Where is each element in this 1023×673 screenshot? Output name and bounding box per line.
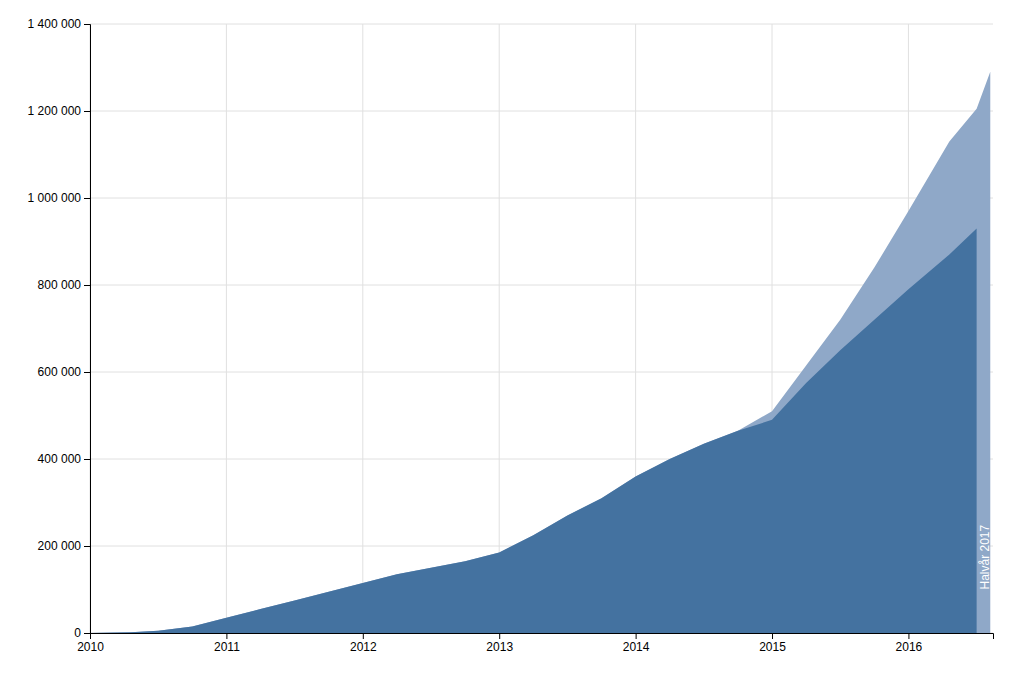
y-tick-label: 200 000 xyxy=(38,539,82,553)
y-tick-mark xyxy=(84,546,90,547)
x-tick-label: 2016 xyxy=(896,640,923,654)
annotation: Halvår 2017 xyxy=(978,524,992,589)
x-tick-label: 2010 xyxy=(77,640,104,654)
grid-line xyxy=(90,111,993,112)
x-tick-mark xyxy=(908,633,909,639)
plot: 2010 2011 2012 2013 2014 2015 2016 0 200 000 400 … xyxy=(28,17,994,653)
y-tick-mark xyxy=(84,24,90,25)
x-tick-mark xyxy=(499,633,500,639)
x-tick-mark xyxy=(226,633,227,639)
x-axis: 2010 2011 2012 2013 2014 2015 2016 xyxy=(77,633,993,654)
annotations: Halvår 2017 xyxy=(978,524,992,589)
chart: 2010 2011 2012 2013 2014 2015 2016 0 200 000 400 … xyxy=(0,0,1023,673)
x-tick: 2014 xyxy=(623,633,650,654)
x-tick-label: 2013 xyxy=(486,640,513,654)
x-tick-label: 2012 xyxy=(350,640,377,654)
x-tick: 2011 xyxy=(214,633,240,654)
y-tick: 0 xyxy=(74,626,90,640)
grid-line xyxy=(226,24,227,633)
y-tick-label: 1 200 000 xyxy=(28,104,82,118)
y-tick-mark xyxy=(84,111,90,112)
y-tick: 800 000 xyxy=(38,278,90,292)
y-tick-mark xyxy=(84,459,90,460)
x-tick-label: 2014 xyxy=(623,640,650,654)
y-tick-label: 600 000 xyxy=(38,365,82,379)
y-tick-mark xyxy=(84,372,90,373)
grid-line xyxy=(90,198,993,199)
x-axis-line xyxy=(91,634,994,640)
y-tick: 600 000 xyxy=(38,365,90,379)
x-tick: 2010 xyxy=(77,633,104,654)
x-tick: 2013 xyxy=(486,633,513,654)
y-tick: 1 400 000 xyxy=(28,17,90,31)
y-tick-mark xyxy=(84,633,90,634)
x-tick-mark xyxy=(636,633,637,639)
y-tick: 1 000 000 xyxy=(28,191,90,205)
x-tick-label: 2011 xyxy=(214,640,240,654)
x-tick: 2012 xyxy=(350,633,377,654)
x-tick: 2015 xyxy=(759,633,786,654)
grid-line xyxy=(499,24,500,633)
y-tick-label: 1 000 000 xyxy=(28,191,82,205)
grid xyxy=(90,24,993,633)
y-tick-mark xyxy=(84,198,90,199)
x-tick: 2016 xyxy=(896,633,923,654)
grid-line xyxy=(90,285,993,286)
x-tick-label: 2015 xyxy=(759,640,786,654)
area xyxy=(90,72,990,633)
grid-line xyxy=(90,24,993,25)
y-tick-label: 800 000 xyxy=(38,278,82,292)
area xyxy=(90,228,977,633)
grid-line xyxy=(362,24,363,633)
y-axis: 0 200 000 400 000 600 000 800 000 1 000 000 1 … xyxy=(28,17,91,640)
x-tick-mark xyxy=(363,633,364,639)
y-tick: 400 000 xyxy=(38,452,90,466)
y-tick-label: 1 400 000 xyxy=(28,17,82,31)
y-tick-mark xyxy=(84,285,90,286)
y-tick-label: 0 xyxy=(74,626,81,640)
y-axis-line xyxy=(84,25,91,634)
y-tick-label: 400 000 xyxy=(38,452,82,466)
x-tick-mark xyxy=(772,633,773,639)
y-tick: 1 200 000 xyxy=(28,104,90,118)
y-tick: 200 000 xyxy=(38,539,90,553)
areas xyxy=(90,72,990,633)
